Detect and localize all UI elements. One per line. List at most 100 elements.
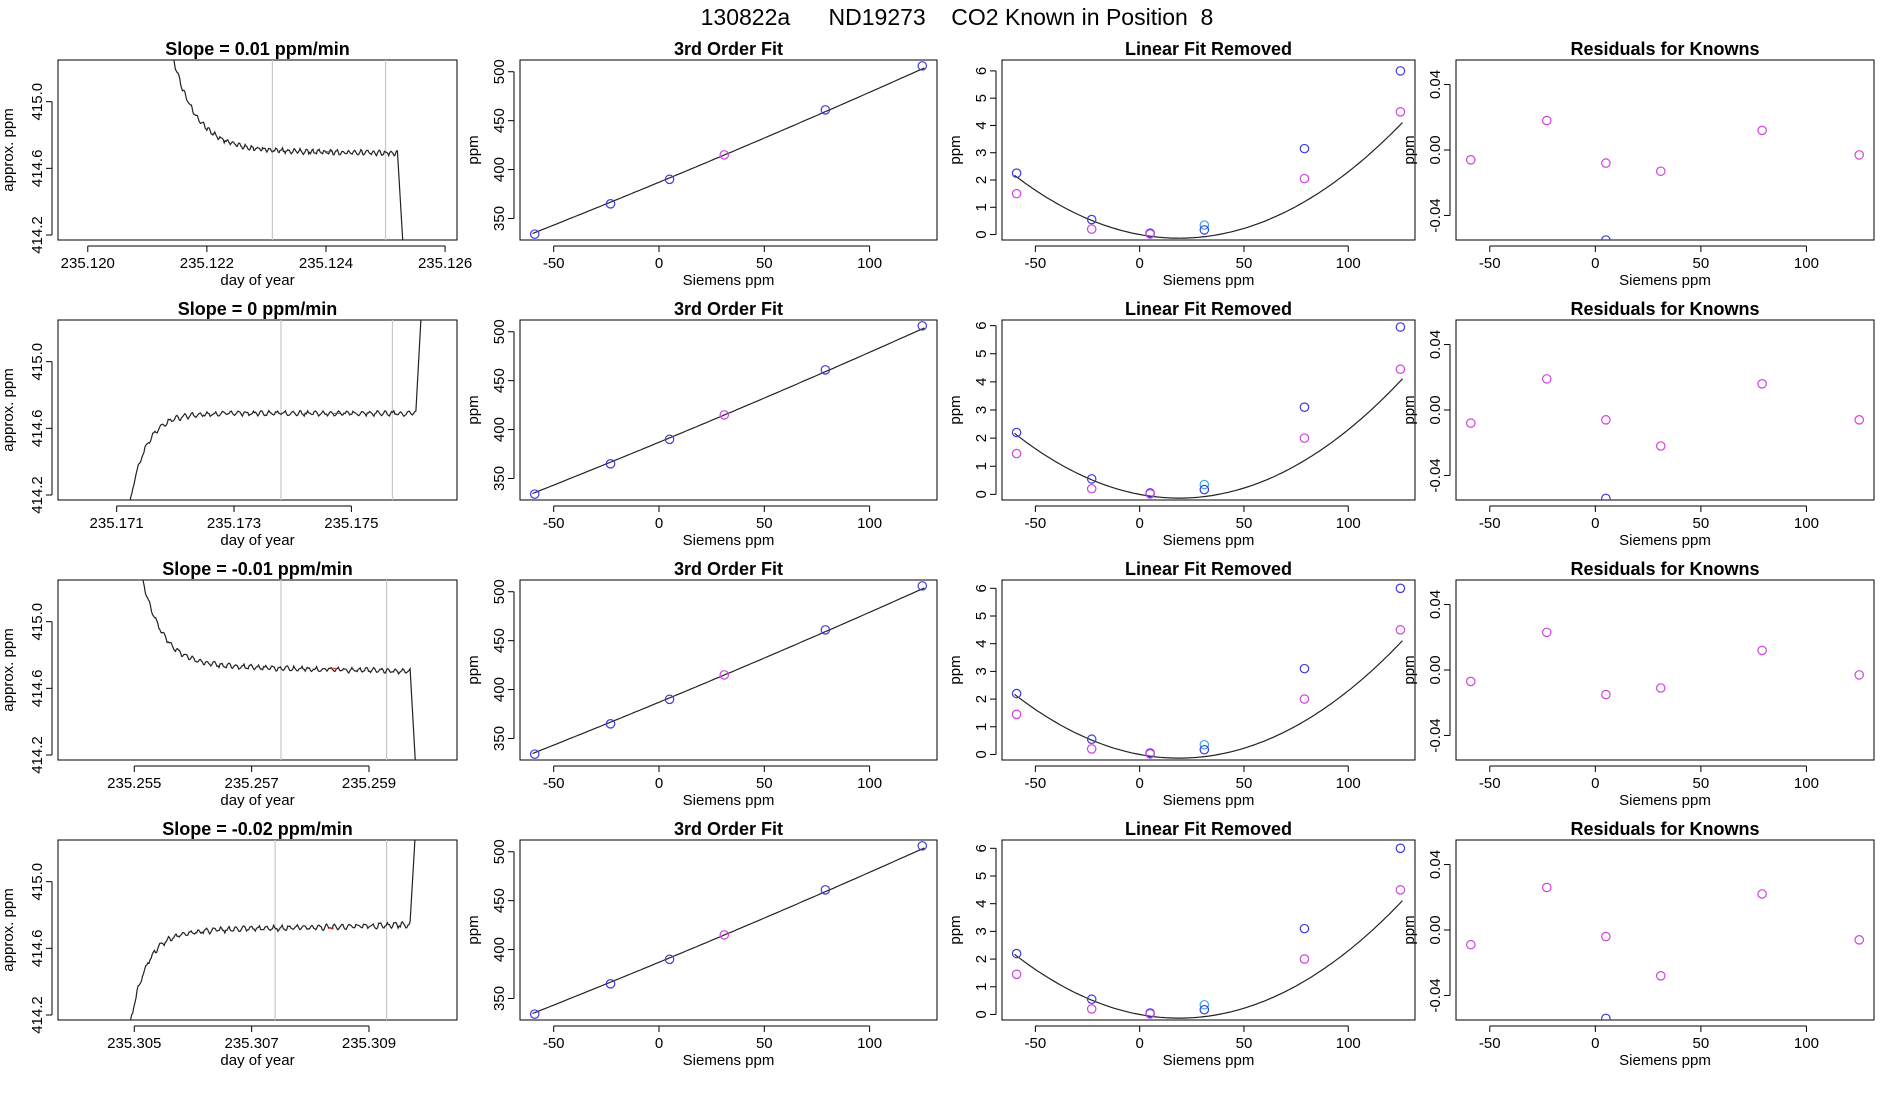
y-tick-label: 1 bbox=[973, 203, 990, 211]
x-tick-label: 50 bbox=[1236, 255, 1253, 272]
y-tick-label: 450 bbox=[491, 888, 508, 913]
panel-title: Slope = 0.01 ppm/min bbox=[165, 39, 350, 59]
plot-frame bbox=[519, 839, 938, 1021]
x-axis-label: Siemens ppm bbox=[1163, 272, 1255, 289]
data-point bbox=[719, 670, 730, 680]
x-tick-label: -50 bbox=[1025, 1035, 1047, 1052]
panel-0-1: 3rd Order Fit -50 0 50 100 Siemens ppm 350 400 4… bbox=[465, 39, 938, 289]
data-point bbox=[1465, 418, 1476, 428]
plot-frame bbox=[1455, 579, 1875, 761]
data-point bbox=[1299, 923, 1310, 934]
data-point bbox=[719, 930, 730, 940]
data-point bbox=[529, 489, 540, 499]
x-tick-label: 50 bbox=[1693, 515, 1710, 532]
x-tick-label: 235.124 bbox=[299, 255, 353, 272]
plot-frame bbox=[519, 319, 938, 501]
plot-data bbox=[1011, 66, 1406, 239]
data-point bbox=[1011, 969, 1022, 980]
x-tick-label: -50 bbox=[1025, 775, 1047, 792]
y-axis-label: ppm bbox=[947, 655, 964, 684]
y-tick-label: 3 bbox=[973, 667, 990, 675]
trace-line bbox=[129, 320, 422, 500]
data-point bbox=[1299, 173, 1310, 184]
y-axis-label: ppm bbox=[465, 915, 482, 944]
panel-title: Residuals for Knowns bbox=[1570, 39, 1759, 59]
panel-title: Slope = 0 ppm/min bbox=[178, 299, 338, 319]
data-point bbox=[1199, 479, 1210, 490]
y-tick-label: 2 bbox=[973, 695, 990, 703]
x-tick-label: 235.257 bbox=[225, 775, 279, 792]
fit-curve bbox=[1014, 122, 1403, 239]
data-point bbox=[1395, 583, 1406, 594]
x-tick-label: 0 bbox=[1135, 775, 1143, 792]
data-point bbox=[1199, 1004, 1210, 1015]
y-tick-label: 414.6 bbox=[29, 930, 46, 968]
data-point bbox=[1541, 115, 1552, 126]
x-tick-label: 50 bbox=[756, 775, 773, 792]
fit-curve bbox=[532, 587, 925, 755]
fit-curve bbox=[532, 67, 925, 235]
x-tick-label: 100 bbox=[1794, 515, 1819, 532]
panel-1-0: Slope = 0 ppm/min 235.171 235.173 235.175 da… bbox=[0, 299, 458, 549]
panel-0-0: Slope = 0.01 ppm/min 235.120 235.122 235.12… bbox=[0, 39, 472, 289]
y-tick-label: 450 bbox=[491, 368, 508, 393]
data-point bbox=[1541, 882, 1552, 893]
x-tick-label: 0 bbox=[1591, 255, 1599, 272]
x-axis-label: Siemens ppm bbox=[1619, 272, 1711, 289]
y-tick-label: 415.0 bbox=[29, 83, 46, 121]
fit-curve bbox=[1014, 378, 1403, 499]
plot-frame bbox=[519, 579, 938, 761]
x-tick-label: 100 bbox=[857, 255, 882, 272]
panel-3-2: Linear Fit Removed -50 0 50 100 Siemens ppm 0 1… bbox=[947, 819, 1416, 1069]
y-axis-label: ppm bbox=[1401, 915, 1418, 944]
y-tick-label: 414.6 bbox=[29, 150, 46, 188]
panel-title: Slope = -0.02 ppm/min bbox=[162, 819, 353, 839]
y-tick-label: 0.04 bbox=[1427, 850, 1444, 879]
x-tick-label: 235.305 bbox=[107, 1035, 161, 1052]
data-point bbox=[1145, 1009, 1155, 1019]
y-axis-label: approx. ppm bbox=[0, 108, 17, 191]
panel-1-2: Linear Fit Removed -50 0 50 100 Siemens ppm 0 1… bbox=[947, 299, 1416, 549]
x-tick-label: 100 bbox=[857, 1035, 882, 1052]
data-point bbox=[1655, 441, 1666, 451]
plot-frame bbox=[1455, 839, 1875, 1021]
fit-curve bbox=[1014, 900, 1403, 1019]
y-axis-label: ppm bbox=[465, 655, 482, 684]
y-tick-label: 4 bbox=[973, 378, 990, 386]
x-tick-label: -50 bbox=[1479, 255, 1501, 272]
y-tick-label: 3 bbox=[973, 927, 990, 935]
x-tick-label: 0 bbox=[655, 255, 663, 272]
x-tick-label: 235.120 bbox=[61, 255, 115, 272]
x-tick-label: 235.307 bbox=[225, 1035, 279, 1052]
data-point bbox=[1601, 235, 1611, 240]
y-tick-label: 400 bbox=[491, 157, 508, 182]
x-tick-label: -50 bbox=[1479, 775, 1501, 792]
x-axis-label: Siemens ppm bbox=[683, 532, 775, 549]
y-tick-label: 500 bbox=[491, 839, 508, 864]
x-tick-label: 50 bbox=[1236, 775, 1253, 792]
data-point bbox=[719, 150, 730, 160]
panel-title: Linear Fit Removed bbox=[1125, 299, 1292, 319]
x-tick-label: -50 bbox=[1479, 515, 1501, 532]
x-axis-label: Siemens ppm bbox=[1163, 532, 1255, 549]
x-tick-label: 100 bbox=[857, 515, 882, 532]
x-tick-label: -50 bbox=[543, 515, 565, 532]
data-point bbox=[1086, 483, 1097, 494]
y-tick-label: 414.6 bbox=[29, 410, 46, 448]
x-axis-label: Siemens ppm bbox=[1163, 792, 1255, 809]
y-axis-label: approx. ppm bbox=[0, 888, 17, 971]
plot-frame bbox=[519, 59, 938, 241]
data-point bbox=[529, 229, 540, 239]
data-point bbox=[1465, 939, 1476, 950]
x-tick-label: 0 bbox=[1135, 1035, 1143, 1052]
data-point bbox=[1395, 107, 1406, 117]
x-tick-label: 100 bbox=[1336, 775, 1361, 792]
data-point bbox=[664, 434, 675, 445]
y-axis-label: ppm bbox=[947, 915, 964, 944]
data-point bbox=[1199, 739, 1210, 750]
y-tick-label: 0.04 bbox=[1427, 590, 1444, 619]
x-tick-label: 235.122 bbox=[180, 255, 234, 272]
x-tick-label: -50 bbox=[543, 255, 565, 272]
data-point bbox=[1086, 744, 1097, 754]
x-axis-label: Siemens ppm bbox=[1619, 532, 1711, 549]
